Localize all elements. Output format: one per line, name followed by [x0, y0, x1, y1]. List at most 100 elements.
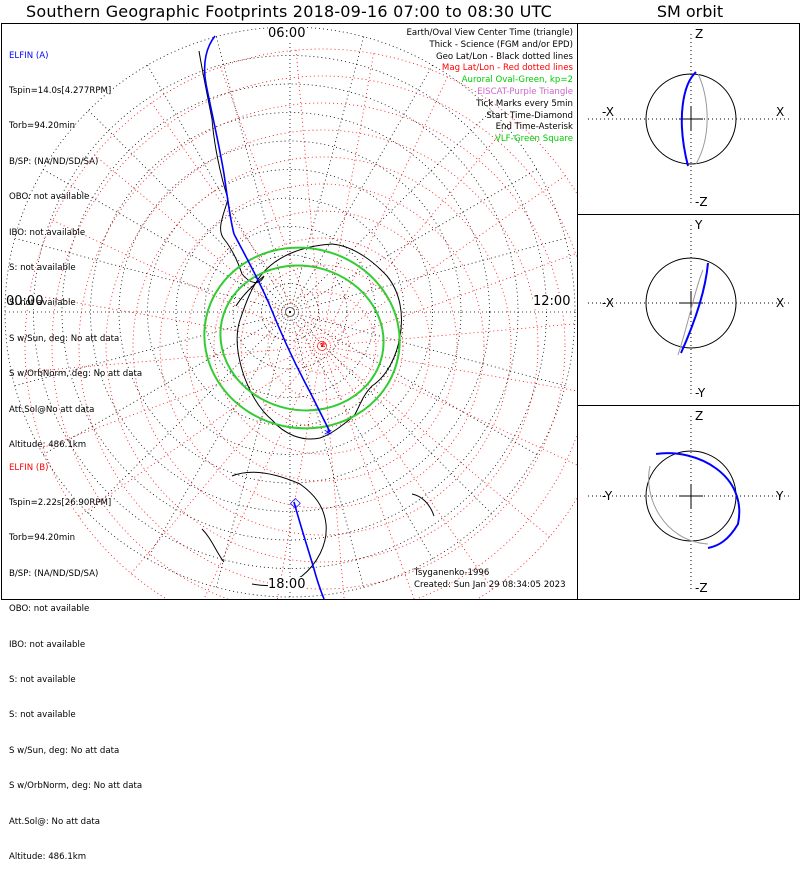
- clock-label-left: 00:00: [6, 294, 44, 309]
- maggrid-ring: [294, 318, 350, 374]
- maggrid-spoke: [220, 66, 323, 347]
- elfin-b-line: S: not available: [9, 710, 76, 721]
- elfin-b-line: Torb=94.20min: [9, 533, 76, 544]
- maggrid-ring: [78, 102, 566, 590]
- clock-label-bottom: 18:00: [268, 577, 306, 592]
- elfin-a-info: ELFIN (A) Tspin=14.0s[4.277RPM] Torb=94.…: [9, 27, 142, 475]
- south-america-coast: [198, 50, 265, 283]
- maggrid-ring: [240, 264, 404, 428]
- legend-entry: Thick - Science (FGM and/or EPD): [429, 39, 573, 50]
- elfin-b-line: S: not available: [9, 674, 76, 685]
- maggrid-spoke: [52, 220, 323, 347]
- maggrid-spoke: [29, 294, 323, 347]
- axis-label-top: Y: [694, 218, 703, 232]
- sm-orbit-xz-blue: [680, 71, 697, 167]
- elfin-b-info: ELFIN (B) Tspin=2.22s[26.90RPM] Torb=94.…: [9, 439, 142, 887]
- sm-orbit-xz-gray: [695, 73, 708, 165]
- antarctic-peninsula: [235, 275, 265, 307]
- view-center-marker: [320, 341, 326, 347]
- elfin-b-line: Altitude: 486.1km: [9, 851, 87, 862]
- maggrid-spoke: [321, 345, 577, 466]
- maggrid-spoke: [78, 345, 323, 517]
- maggrid-ring: [105, 129, 539, 563]
- legend-entry: End Time-Asterisk: [495, 122, 573, 133]
- axis-label-left: -X: [602, 105, 614, 119]
- page-title: Southern Geographic Footprints 2018-09-1…: [26, 2, 552, 21]
- sm-orbit-xz-plot: Z -Z -X X: [588, 27, 789, 209]
- geo-grid: [4, 26, 576, 598]
- elfin-a-track: ◇ *: [203, 35, 332, 599]
- geogrid-spoke: [289, 237, 566, 313]
- maggrid-ring: [213, 237, 431, 455]
- coastlines: [198, 50, 435, 587]
- maggrid-spoke: [295, 50, 323, 347]
- maggrid-ring: [132, 156, 512, 536]
- footprint-map-panel: ◇ * 06:00 00:00 12:00 18:00 ELFIN (A) Ts…: [1, 23, 578, 862]
- elfin-a-end-asterisk: *: [324, 425, 332, 444]
- maggrid-spoke: [321, 76, 448, 347]
- earth-circle: [645, 73, 737, 165]
- map-legend: Earth/Oval View Center Time (triangle) T…: [406, 28, 573, 146]
- maggrid-spoke: [203, 345, 323, 599]
- new-zealand-coast: [201, 528, 225, 563]
- maggrid-ring: [186, 210, 458, 482]
- legend-entry: VLF-Green Square: [494, 134, 573, 145]
- sm-orbit-xy-panel: Y -Y -X X: [577, 214, 800, 406]
- footer-model: Tsyganenko-1996: [414, 568, 490, 578]
- auroral-oval: [203, 246, 401, 430]
- legend-entry: Mag Lat/Lon - Red dotted lines: [441, 63, 573, 74]
- elfin-a-start-diamond: ◇: [290, 495, 301, 511]
- axis-label-top: Z: [695, 409, 703, 423]
- maggrid-spoke: [321, 252, 577, 347]
- geogrid-spoke: [289, 311, 433, 560]
- axis-label-top: Z: [695, 27, 703, 41]
- axes: [588, 416, 789, 589]
- maggrid-spoke: [321, 175, 566, 347]
- maggrid-spoke: [130, 345, 323, 574]
- sm-orbit-title: SM orbit: [656, 2, 724, 21]
- legend-entry: Earth/Oval View Center Time (triangle): [406, 28, 573, 38]
- elfin-b-line: Att.Sol@: No att data: [9, 816, 101, 827]
- geogrid-spoke: [147, 311, 291, 560]
- elfin-b-line: S w/Sun, deg: No att data: [9, 745, 120, 756]
- elfin-a-track-north: [203, 35, 235, 235]
- axis-label-right: X: [776, 105, 784, 119]
- antarctica-coast: [236, 243, 402, 440]
- elfin-a-line: IBO: not available: [9, 227, 86, 238]
- legend-entry: EISCAT-Purple Triangle: [477, 86, 573, 97]
- axis-label-bottom: -Z: [695, 195, 708, 209]
- earth-circle: [645, 257, 737, 349]
- maggrid-spoke: [26, 345, 323, 373]
- elfin-a-line: Tspin=14.0s[4.277RPM]: [9, 85, 112, 96]
- auroral-oval-inner: [219, 264, 385, 412]
- elfin-b-line: OBO: not available: [9, 604, 90, 615]
- axis-label-left: -X: [602, 296, 614, 310]
- geogrid-ring: [118, 140, 462, 484]
- geogrid-ring: [90, 112, 490, 512]
- maggrid-spoke: [276, 345, 323, 599]
- maggrid-spoke: [321, 345, 415, 599]
- elfin-a-line: S w/OrbNorm, deg: No att data: [9, 369, 143, 380]
- maggrid-spoke: [321, 53, 374, 347]
- sm-orbit-xy-blue: [680, 262, 709, 354]
- legend-entry: Start Time-Diamond: [486, 110, 573, 121]
- elfin-a-line: Altitude: 486.1km: [9, 439, 87, 450]
- elfin-b-name: ELFIN (B): [9, 462, 49, 473]
- elfin-b-line: S w/OrbNorm, deg: No att data: [9, 781, 143, 792]
- axis-label-left: -Y: [602, 489, 613, 503]
- geogrid-spoke: [215, 311, 291, 588]
- maggrid-spoke: [321, 345, 577, 392]
- maggrid-spoke: [321, 323, 577, 347]
- sm-orbit-yz-gray: [648, 465, 709, 545]
- maggrid-ring: [24, 48, 577, 599]
- maggrid-spoke: [321, 345, 550, 538]
- geogrid-spoke: [289, 311, 566, 387]
- axis-label-right: Y: [775, 489, 784, 503]
- sm-orbit-yz-panel: Z -Z -Y Y: [577, 405, 800, 600]
- australia-coast: [231, 471, 327, 587]
- elfin-a-track-main: [233, 233, 331, 433]
- maggrid-spoke: [321, 345, 345, 599]
- elfin-a-line: S: not available: [9, 298, 76, 309]
- mag-grid: [24, 48, 577, 599]
- maggrid-spoke: [321, 345, 493, 590]
